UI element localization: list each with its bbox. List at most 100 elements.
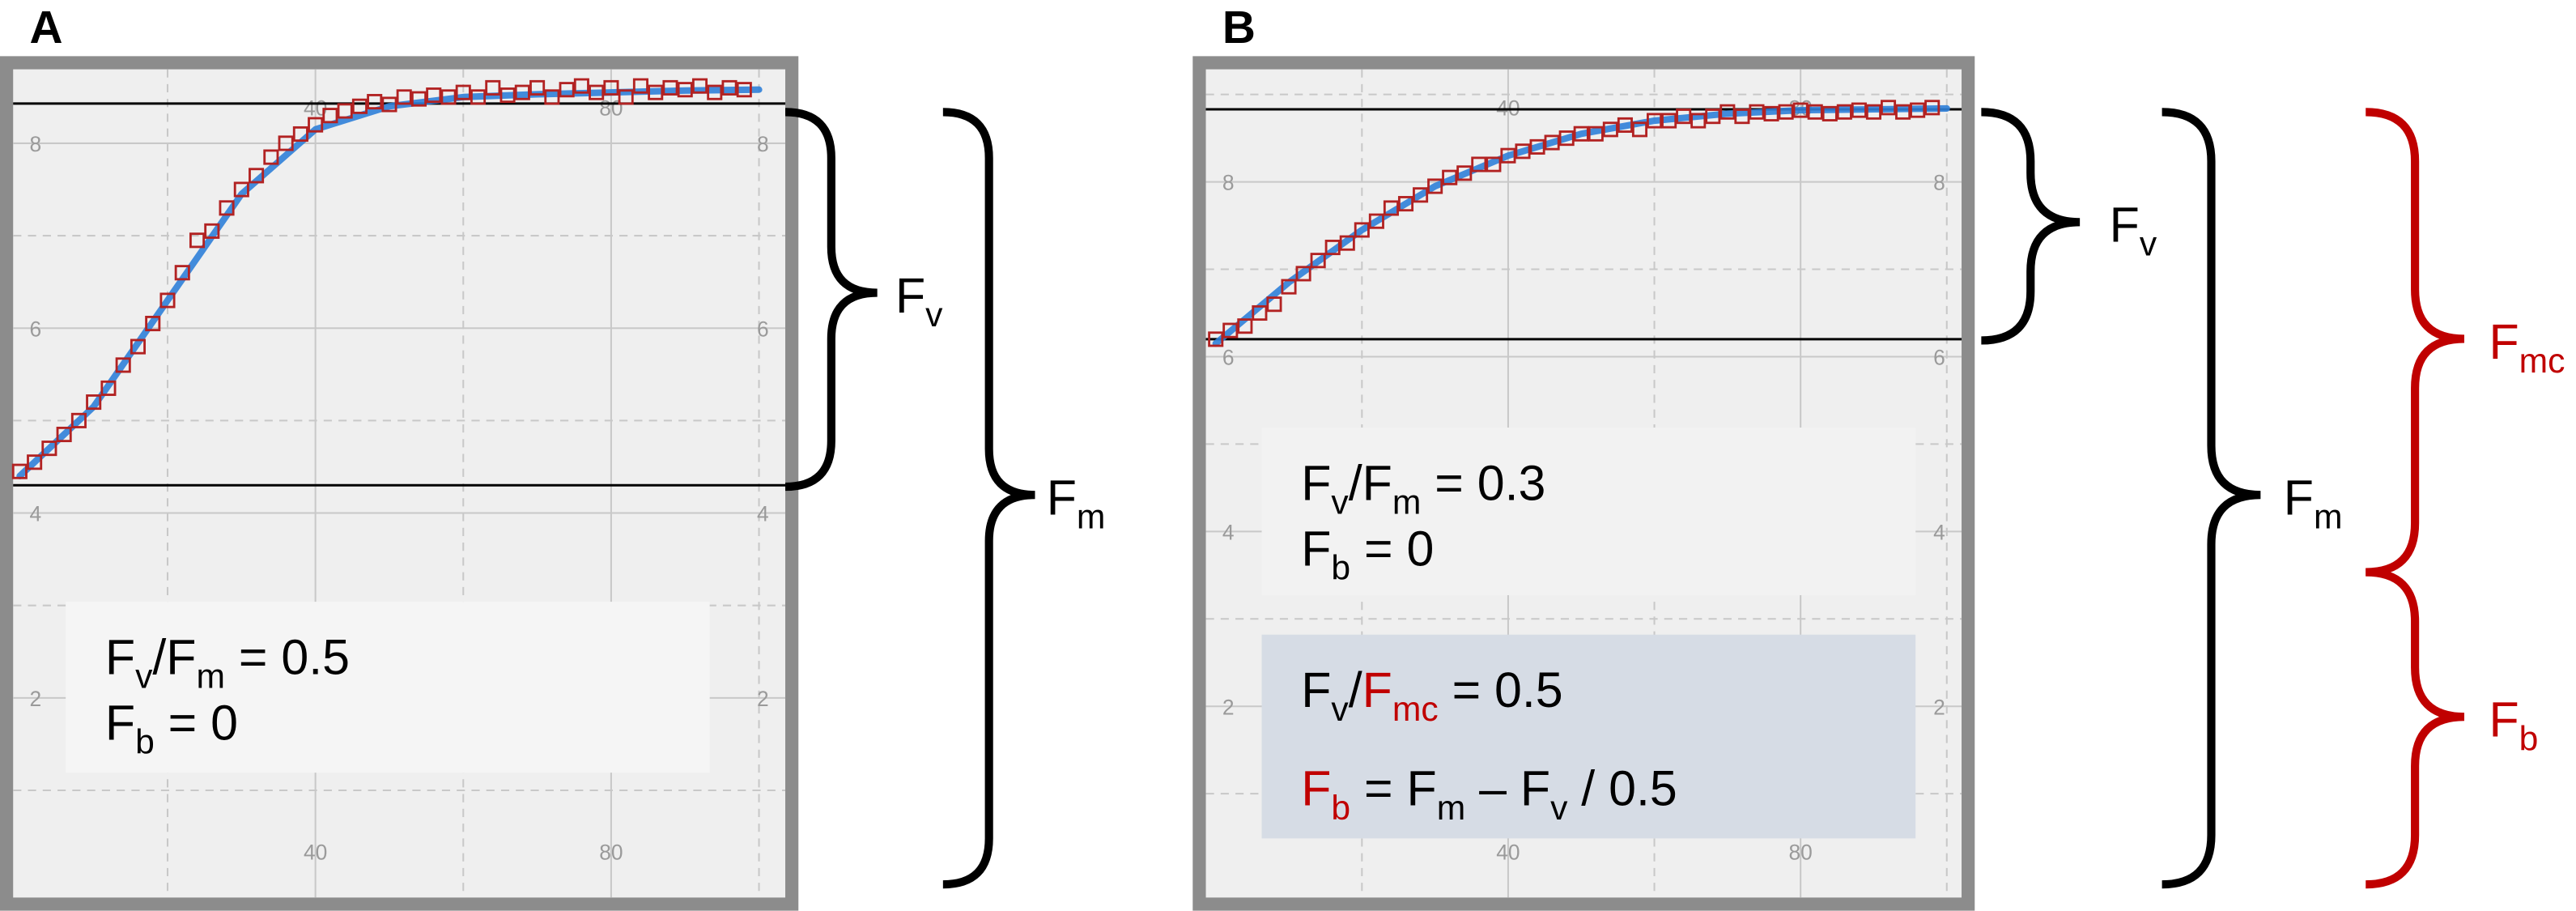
brace bbox=[2366, 108, 2465, 577]
annotation-text: Fb = 0 bbox=[1301, 521, 1434, 587]
data-point bbox=[1529, 138, 1545, 155]
x-tick-label: 40 bbox=[304, 841, 327, 865]
y-tick-label: 6 bbox=[1222, 346, 1235, 370]
data-point bbox=[396, 89, 412, 105]
data-point bbox=[410, 91, 427, 107]
data-point bbox=[1310, 253, 1326, 269]
data-point bbox=[204, 223, 220, 239]
subscript: b bbox=[1331, 789, 1350, 828]
data-point bbox=[292, 126, 308, 143]
annotation-box bbox=[1261, 428, 1916, 595]
data-point bbox=[662, 79, 678, 96]
text-part: F bbox=[2110, 198, 2140, 253]
data-point bbox=[1544, 134, 1560, 151]
subscript: m bbox=[1437, 789, 1466, 828]
data-point bbox=[632, 78, 648, 94]
data-point bbox=[440, 89, 457, 105]
text-part: = 0.3 bbox=[1421, 455, 1545, 510]
annotation-text: Fv/Fm = 0.3 bbox=[1301, 455, 1545, 521]
y-tick-label-right: 6 bbox=[1933, 346, 1945, 370]
data-point bbox=[1427, 178, 1443, 194]
text-part: F bbox=[1301, 662, 1331, 717]
text-part: F bbox=[105, 629, 135, 684]
y-tick-label: 2 bbox=[1222, 695, 1235, 719]
data-point bbox=[367, 94, 383, 110]
y-tick-label: 6 bbox=[30, 317, 42, 341]
data-point bbox=[573, 78, 589, 94]
y-tick-label-right: 4 bbox=[757, 502, 769, 526]
data-point bbox=[337, 103, 353, 119]
data-point bbox=[86, 394, 102, 411]
text-part: /F bbox=[1349, 455, 1392, 510]
data-point bbox=[381, 96, 397, 113]
annotation-text: Fb = 0 bbox=[105, 696, 238, 762]
y-tick-label: 4 bbox=[1222, 520, 1235, 544]
text-part: F bbox=[1301, 761, 1331, 816]
annotation-text: Fv/Fm = 0.5 bbox=[105, 629, 350, 696]
data-point bbox=[1237, 318, 1253, 334]
data-point bbox=[308, 117, 324, 133]
brace bbox=[2162, 108, 2261, 889]
annotation-text: Fb = Fm – Fv / 0.5 bbox=[1301, 761, 1677, 828]
data-point bbox=[1661, 113, 1677, 129]
panel-label: A bbox=[30, 2, 63, 53]
text-part: = 0.5 bbox=[225, 629, 350, 684]
data-point bbox=[130, 338, 147, 355]
data-point bbox=[1339, 235, 1355, 251]
data-point bbox=[1471, 156, 1487, 172]
text-part: = 0 bbox=[1350, 521, 1434, 576]
data-point bbox=[1705, 109, 1721, 125]
text-part: – F bbox=[1465, 761, 1550, 816]
data-point bbox=[1442, 169, 1458, 185]
data-point bbox=[1880, 100, 1897, 116]
data-point bbox=[1602, 121, 1618, 138]
text-part: /F bbox=[152, 629, 196, 684]
brace-label: Fmc bbox=[2489, 314, 2565, 381]
data-point bbox=[485, 79, 501, 96]
data-point bbox=[1266, 296, 1282, 313]
text-part: = F bbox=[1350, 761, 1437, 816]
data-point bbox=[736, 82, 752, 98]
data-point bbox=[1588, 126, 1604, 142]
text-part: F bbox=[1301, 455, 1331, 510]
y-tick-label-right: 4 bbox=[1933, 520, 1945, 544]
data-point bbox=[1281, 279, 1297, 295]
plot-frame bbox=[0, 56, 799, 911]
data-point bbox=[115, 357, 131, 373]
data-point bbox=[648, 84, 664, 100]
y-tick-label: 8 bbox=[30, 132, 42, 156]
data-point bbox=[1821, 105, 1838, 121]
data-point bbox=[1617, 117, 1633, 133]
brace-label: Fb bbox=[2489, 692, 2538, 759]
data-point bbox=[499, 87, 516, 104]
y-tick-label: 8 bbox=[1222, 171, 1235, 195]
subscript: v bbox=[135, 657, 153, 696]
data-point bbox=[1836, 104, 1852, 120]
data-point bbox=[351, 98, 368, 114]
data-point bbox=[263, 149, 279, 165]
data-point bbox=[27, 454, 43, 470]
x-tick-label: 80 bbox=[599, 841, 623, 865]
annotation-box bbox=[1261, 634, 1916, 839]
text-part: / 0.5 bbox=[1567, 761, 1677, 816]
data-point bbox=[1295, 266, 1311, 282]
subscript: v bbox=[1331, 483, 1349, 521]
subscript: v bbox=[1550, 789, 1568, 828]
data-point bbox=[1924, 100, 1941, 116]
data-point bbox=[1676, 109, 1692, 125]
data-point bbox=[691, 78, 708, 94]
brace bbox=[1981, 108, 2081, 345]
text-part: F bbox=[105, 696, 135, 751]
data-point bbox=[559, 82, 575, 98]
annotation-box bbox=[66, 602, 710, 773]
subscript: v bbox=[1331, 690, 1349, 729]
data-point bbox=[1558, 130, 1575, 147]
subscript: b bbox=[1331, 549, 1350, 588]
text-part: F bbox=[1362, 662, 1392, 717]
data-point bbox=[1807, 104, 1823, 120]
annotation-text: Fv/Fmc = 0.5 bbox=[1301, 662, 1562, 729]
text-part: = 0.5 bbox=[1439, 662, 1563, 717]
data-point bbox=[1778, 104, 1794, 120]
